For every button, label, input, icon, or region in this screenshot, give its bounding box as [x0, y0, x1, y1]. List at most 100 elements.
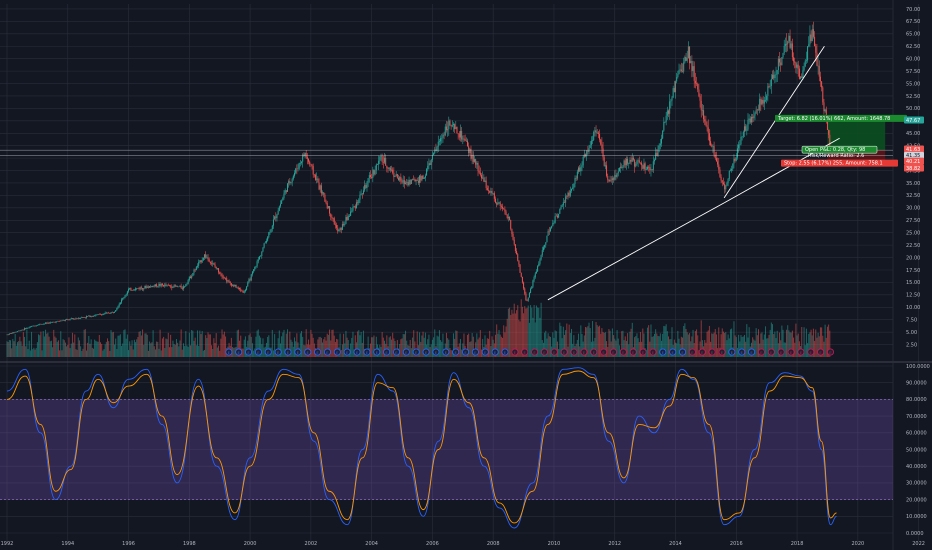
event-marker-icon[interactable]	[531, 348, 539, 356]
event-marker-icon[interactable]	[442, 348, 450, 356]
event-marker-icon[interactable]	[491, 348, 499, 356]
event-marker-icon[interactable]	[748, 348, 756, 356]
trendline[interactable]	[723, 46, 825, 199]
volume-bar	[28, 340, 30, 357]
event-marker-glyph: E	[681, 350, 684, 355]
event-marker-icon[interactable]	[807, 348, 815, 356]
event-marker-icon[interactable]	[471, 348, 479, 356]
event-marker-icon[interactable]	[600, 348, 608, 356]
event-marker-icon[interactable]	[422, 348, 430, 356]
event-marker-icon[interactable]	[560, 348, 568, 356]
trendline[interactable]	[547, 202, 725, 301]
event-marker-icon[interactable]	[304, 348, 312, 356]
candle-body	[274, 216, 276, 220]
candle-body	[286, 183, 288, 192]
event-marker-icon[interactable]	[708, 348, 716, 356]
candle-body	[185, 284, 187, 287]
event-marker-icon[interactable]	[521, 348, 529, 356]
volume-bar	[102, 350, 104, 357]
candle-body	[339, 228, 341, 231]
event-marker-icon[interactable]	[757, 348, 765, 356]
event-marker-icon[interactable]	[817, 348, 825, 356]
event-marker-icon[interactable]	[787, 348, 795, 356]
event-marker-icon[interactable]	[402, 348, 410, 356]
event-marker-icon[interactable]	[225, 348, 233, 356]
event-marker-icon[interactable]	[412, 348, 420, 356]
event-marker-icon[interactable]	[678, 348, 687, 356]
event-marker-icon[interactable]	[540, 348, 549, 356]
volume-bar	[136, 339, 138, 357]
event-marker-icon[interactable]	[698, 348, 706, 356]
candle-body	[622, 166, 624, 168]
event-marker-icon[interactable]	[511, 348, 519, 356]
event-marker-icon[interactable]	[264, 348, 272, 356]
target-zone[interactable]	[827, 117, 886, 151]
event-marker-icon[interactable]	[373, 348, 381, 356]
event-marker-icon[interactable]	[284, 348, 292, 356]
event-marker-icon[interactable]	[590, 348, 598, 356]
event-marker-icon[interactable]	[353, 348, 361, 356]
event-marker-icon[interactable]	[570, 348, 578, 356]
volume-bar	[380, 346, 382, 357]
event-marker-icon[interactable]	[461, 348, 470, 356]
event-marker-icon[interactable]	[797, 348, 805, 356]
event-marker-icon[interactable]	[363, 348, 371, 356]
event-marker-icon[interactable]	[609, 348, 618, 356]
event-marker-icon[interactable]	[481, 348, 489, 356]
event-marker-icon[interactable]	[659, 348, 667, 356]
candle-body	[510, 219, 512, 229]
event-marker-icon[interactable]	[333, 348, 341, 356]
event-marker-icon[interactable]	[452, 348, 460, 356]
event-marker-icon[interactable]	[501, 348, 509, 356]
event-marker-icon[interactable]	[738, 348, 746, 356]
event-marker-icon[interactable]	[392, 348, 401, 356]
event-marker-icon[interactable]	[314, 348, 322, 356]
volume-bar	[6, 341, 8, 357]
candle-body	[781, 57, 783, 66]
event-marker-icon[interactable]	[580, 348, 588, 356]
event-marker-icon[interactable]	[619, 348, 627, 356]
event-marker-icon[interactable]	[649, 348, 657, 356]
event-marker-icon[interactable]	[639, 348, 647, 356]
event-marker-icon[interactable]	[254, 348, 262, 356]
candle-body	[268, 232, 270, 238]
event-marker-icon[interactable]	[383, 348, 391, 356]
volume-bar	[655, 329, 657, 357]
event-marker-icon[interactable]	[235, 348, 243, 356]
candle-body	[444, 126, 446, 136]
event-marker-icon[interactable]	[550, 348, 558, 356]
event-marker-icon[interactable]	[323, 348, 332, 356]
candle-body	[680, 69, 682, 71]
candle-body	[208, 259, 210, 262]
candle-body	[693, 66, 695, 81]
event-marker-icon[interactable]	[826, 348, 835, 356]
candle-body	[607, 175, 609, 180]
volume-bar	[182, 343, 184, 357]
event-marker-icon[interactable]	[432, 348, 440, 356]
event-marker-icon[interactable]	[777, 348, 785, 356]
trendlines[interactable]	[0, 46, 893, 301]
event-marker-icon[interactable]	[728, 348, 736, 356]
volume-bar	[272, 350, 274, 357]
candle-body	[524, 288, 526, 294]
event-marker-icon[interactable]	[688, 348, 696, 356]
volume-bar	[789, 332, 791, 357]
price-tick-label: 10.00	[906, 305, 920, 311]
event-marker-icon[interactable]	[669, 348, 677, 356]
candle-body	[513, 239, 515, 245]
volume-bar	[756, 335, 758, 357]
event-marker-icon[interactable]	[767, 348, 775, 356]
event-marker-icon[interactable]	[274, 348, 282, 356]
candle-body	[62, 320, 64, 321]
event-marker-icon[interactable]	[718, 348, 726, 356]
volume-bar	[152, 330, 154, 357]
candle-body	[50, 321, 52, 323]
event-marker-icon[interactable]	[294, 348, 302, 356]
volume-bar	[158, 348, 160, 357]
event-marker-icon[interactable]	[245, 348, 253, 356]
event-marker-icon[interactable]	[343, 348, 351, 356]
event-marker-icon[interactable]	[629, 348, 637, 356]
